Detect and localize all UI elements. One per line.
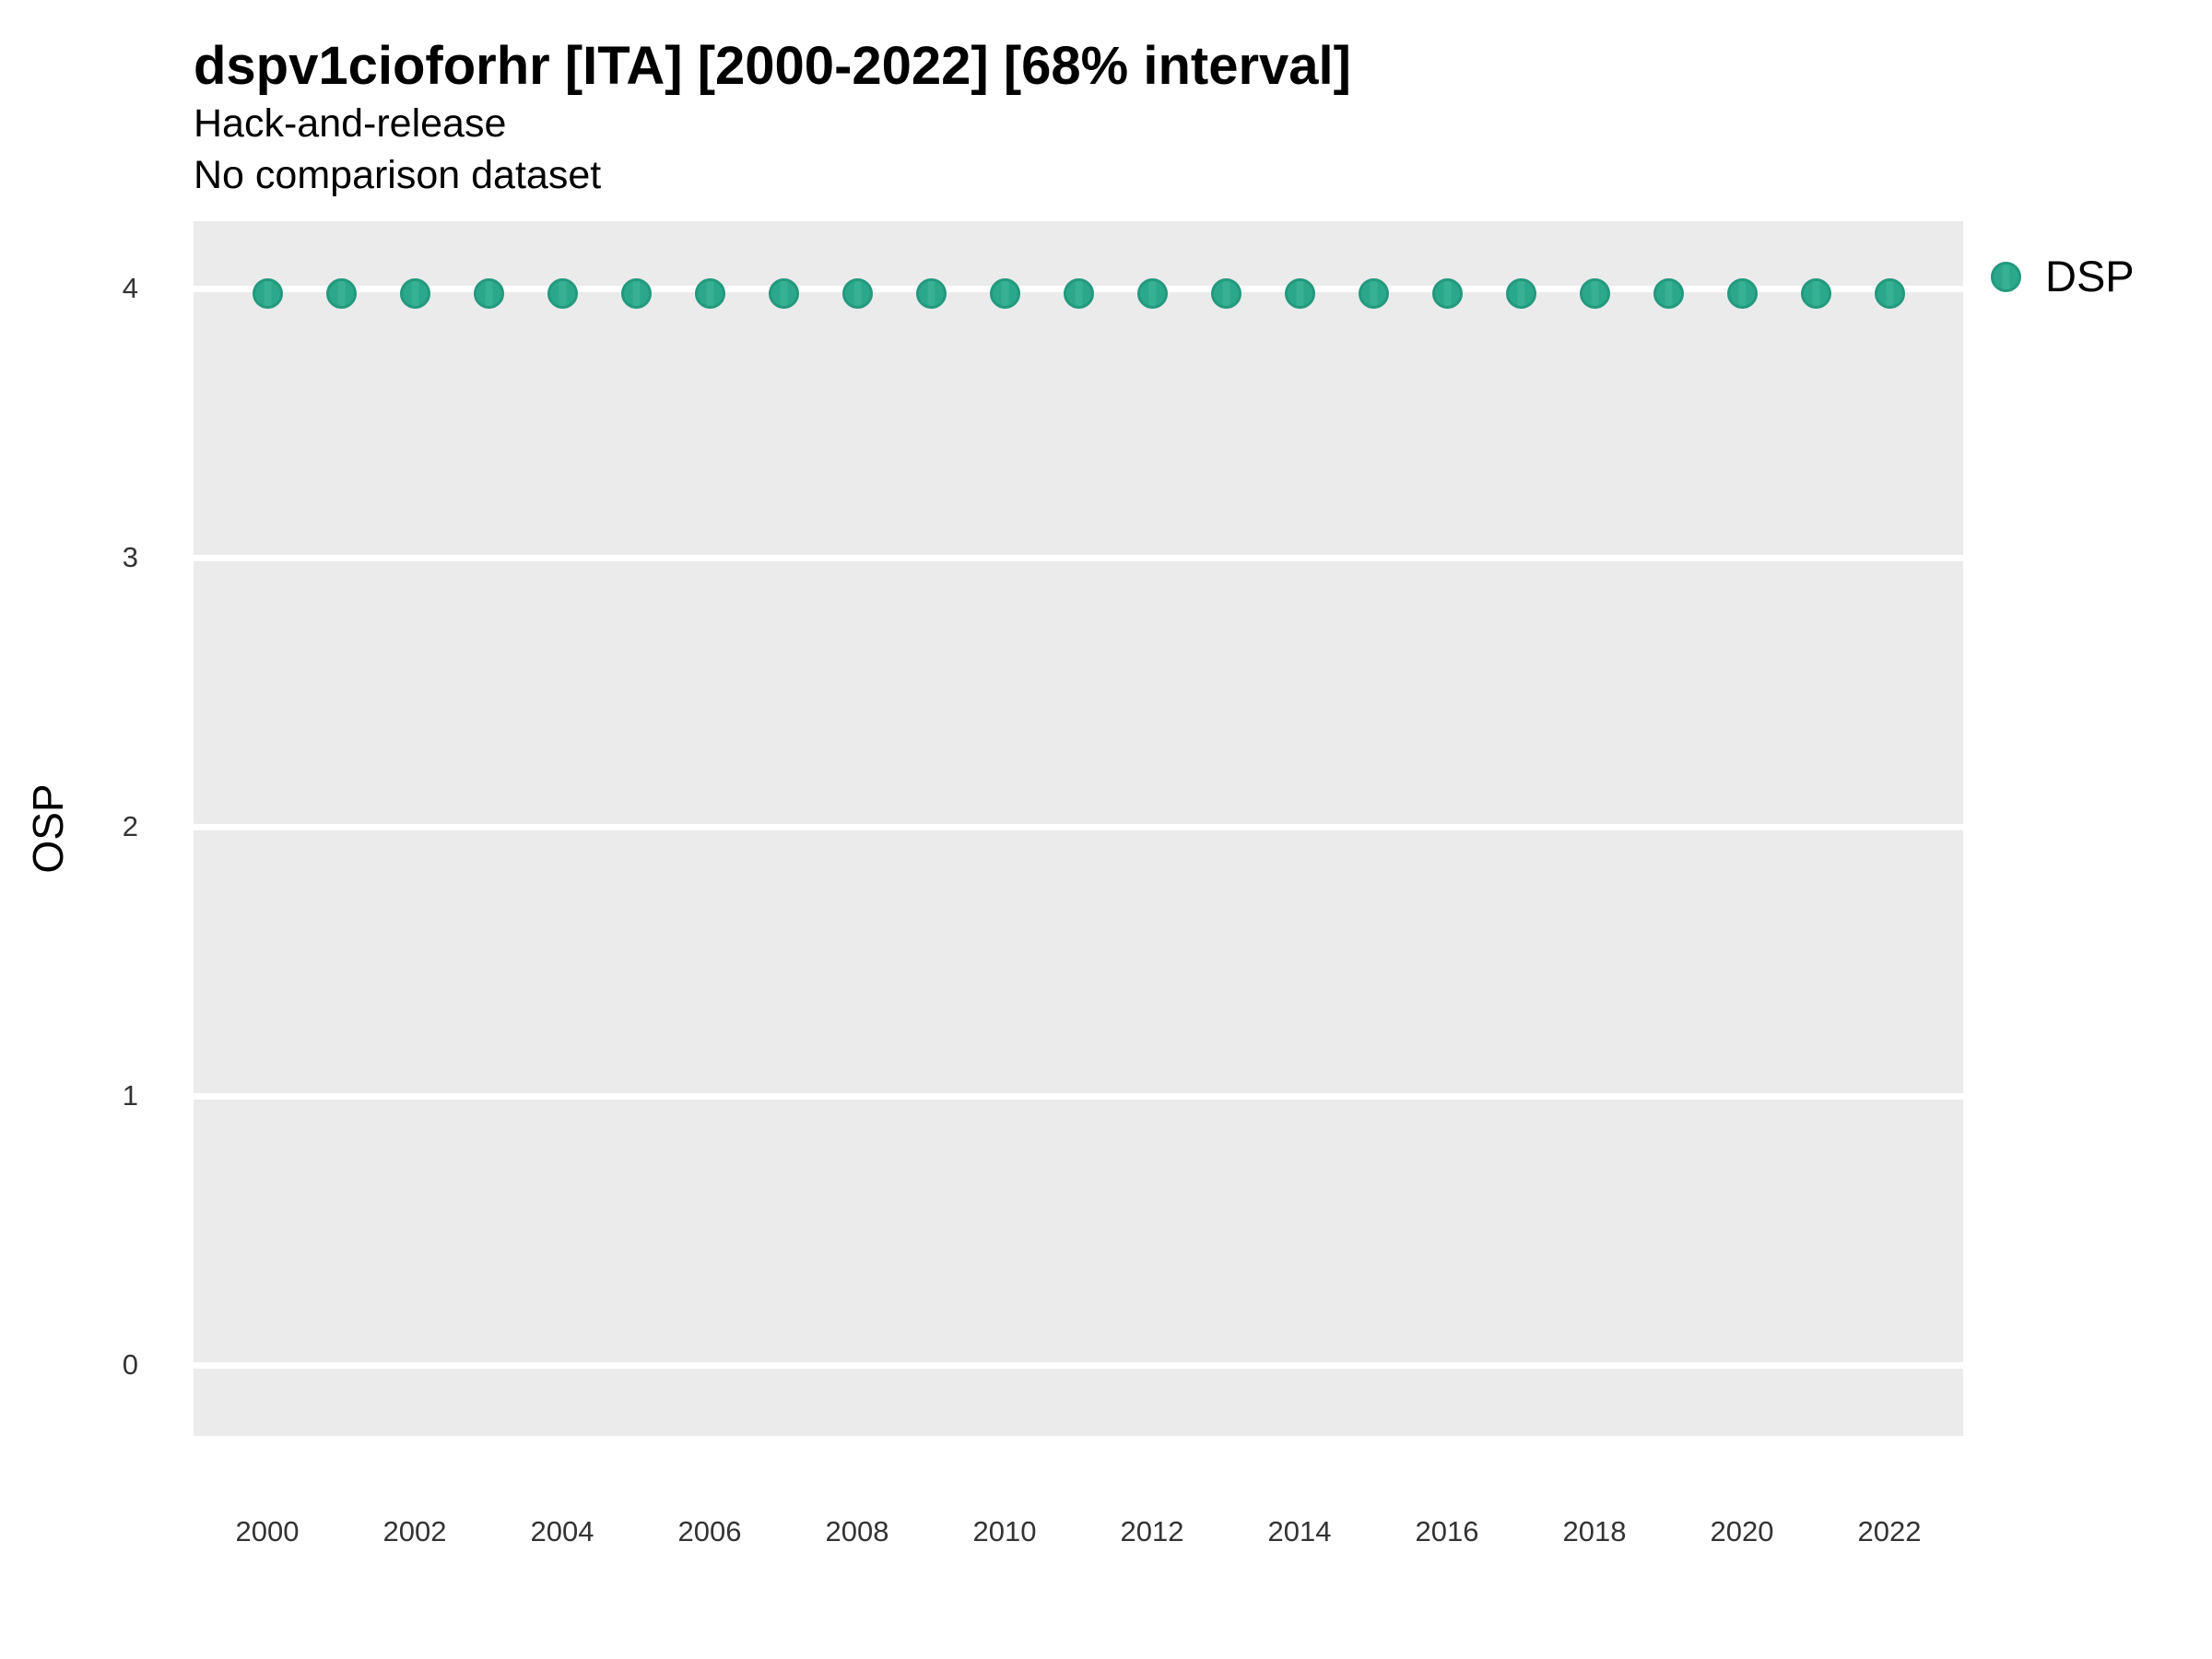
x-tick-label-2008: 2008	[825, 1515, 889, 1547]
data-point-dsp-2011	[1063, 278, 1094, 310]
data-point-dsp-2017	[1505, 278, 1536, 310]
x-tick-label-2010: 2010	[972, 1515, 1037, 1547]
x-tick-label-2022: 2022	[1857, 1515, 1922, 1547]
data-point-dsp-2020	[1726, 278, 1758, 310]
gridline-y-3	[194, 554, 1963, 561]
legend-circle-icon	[1991, 261, 2021, 292]
x-tick-label-2018: 2018	[1562, 1515, 1627, 1547]
x-tick-label-2012: 2012	[1120, 1515, 1184, 1547]
data-point-dsp-2000	[252, 278, 283, 310]
data-point-dsp-2012	[1136, 278, 1168, 310]
y-tick-label-1: 1	[122, 1079, 138, 1112]
plot-panel	[194, 221, 1963, 1436]
data-point-dsp-2010	[989, 278, 1020, 310]
gridline-y-1	[194, 1092, 1963, 1100]
chart-title: dspv1cioforhr [ITA] [2000-2022] [68% int…	[194, 36, 1351, 96]
x-tick-label-2016: 2016	[1415, 1515, 1479, 1547]
data-point-dsp-2006	[694, 278, 725, 310]
data-point-dsp-2019	[1653, 278, 1684, 310]
x-tick-label-2020: 2020	[1710, 1515, 1774, 1547]
data-point-dsp-2014	[1284, 278, 1315, 310]
chart-dataset-note: No comparison dataset	[194, 153, 602, 197]
x-tick-label-2006: 2006	[677, 1515, 742, 1547]
x-tick-label-2002: 2002	[382, 1515, 447, 1547]
data-point-dsp-2018	[1579, 278, 1610, 310]
chart-subtitle: Hack-and-release	[194, 101, 507, 146]
gridline-y-2	[194, 823, 1963, 830]
x-tick-label-2004: 2004	[530, 1515, 594, 1547]
y-tick-label-0: 0	[122, 1348, 138, 1381]
y-tick-label-2: 2	[122, 810, 138, 842]
legend-label-dsp: DSP	[2045, 252, 2135, 300]
y-tick-label-3: 3	[122, 541, 138, 573]
data-point-dsp-2015	[1358, 278, 1389, 310]
data-point-dsp-2001	[325, 278, 357, 310]
gridline-y-0	[194, 1361, 1963, 1369]
data-point-dsp-2016	[1431, 278, 1463, 310]
data-point-dsp-2004	[547, 278, 578, 310]
data-point-dsp-2008	[841, 278, 873, 310]
data-point-dsp-2009	[915, 278, 947, 310]
data-point-dsp-2007	[768, 278, 799, 310]
x-tick-label-2000: 2000	[235, 1515, 300, 1547]
data-point-dsp-2003	[473, 278, 504, 310]
x-tick-label-2014: 2014	[1267, 1515, 1332, 1547]
data-point-dsp-2021	[1800, 278, 1831, 310]
y-tick-label-4: 4	[122, 272, 138, 304]
data-point-dsp-2002	[399, 278, 430, 310]
data-point-dsp-2005	[620, 278, 652, 310]
data-point-dsp-2013	[1210, 278, 1241, 310]
data-point-dsp-2022	[1874, 278, 1905, 310]
legend: DSP	[1991, 254, 2135, 299]
